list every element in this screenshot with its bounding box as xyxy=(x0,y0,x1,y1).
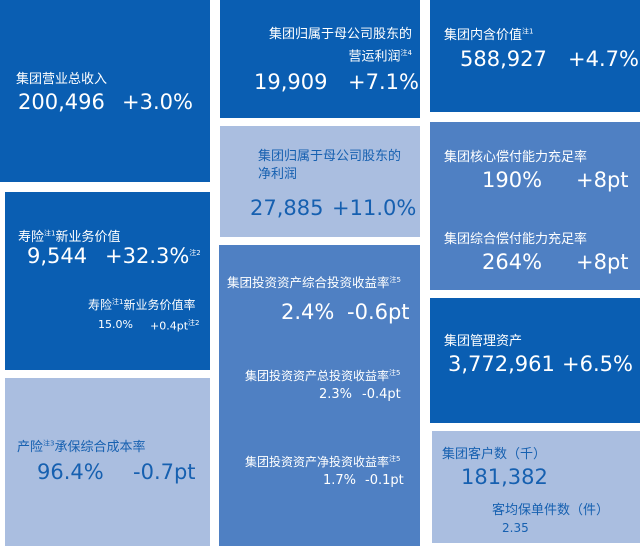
tile-operating-profit: 集团归属于母公司股东的 营运利润注4 19,909 +7.1% xyxy=(220,0,420,118)
ev-value: 588,927 xyxy=(460,47,547,71)
tile-embedded-value: 集团内含价值注1 588,927 +4.7% xyxy=(430,0,640,112)
opprofit-change: +7.1% xyxy=(348,70,419,94)
tile-customers: 集团客户数（千） 181,382 客均保单件数（件） 2.35 xyxy=(432,431,640,543)
nbv-margin-change: +0.4pt注2 xyxy=(150,319,200,333)
tile-net-profit: 集团归属于母公司股东的 净利润 27,885 +11.0% xyxy=(220,126,420,237)
solvency-core-change: +8pt xyxy=(576,168,629,192)
nbv-change: +32.3%注2 xyxy=(105,244,201,268)
aum-value: 3,772,961 xyxy=(448,352,555,376)
invest-label: 集团投资资产综合投资收益率注5 xyxy=(227,275,401,290)
invest-value: 2.4% xyxy=(281,300,335,324)
invest-net-value: 1.7% xyxy=(323,473,357,488)
nbv-label: 寿险注1新业务价值 xyxy=(18,229,121,245)
ratio-value: 96.4% xyxy=(37,460,104,484)
policies-label: 客均保单件数（件） xyxy=(492,503,610,518)
invest-total-value: 2.3% xyxy=(319,387,353,402)
nbv-margin-value: 15.0% xyxy=(98,318,133,331)
ev-label: 集团内含价值注1 xyxy=(444,27,534,43)
ratio-change: -0.7pt xyxy=(133,460,196,484)
tile-solvency: 集团核心偿付能力充足率 190% +8pt 集团综合偿付能力充足率 264% +… xyxy=(430,122,640,290)
policies-value: 2.35 xyxy=(502,521,529,535)
solvency-core-label: 集团核心偿付能力充足率 xyxy=(444,150,588,165)
aum-label: 集团管理资产 xyxy=(444,334,523,349)
solvency-comp-change: +8pt xyxy=(576,250,629,274)
opprofit-value: 19,909 xyxy=(254,70,328,94)
tile-revenue: 集团营业总收入 200,496 +3.0% xyxy=(0,0,210,182)
invest-change: -0.6pt xyxy=(347,300,410,324)
invest-total-label: 集团投资资产总投资收益率注5 xyxy=(245,369,401,383)
tile-investment-yield: 集团投资资产综合投资收益率注5 2.4% -0.6pt 集团投资资产总投资收益率… xyxy=(219,245,420,546)
aum-change: +6.5% xyxy=(562,352,633,376)
tile-combined-ratio: 产险注3承保综合成本率 96.4% -0.7pt xyxy=(5,378,210,546)
revenue-value: 200,496 xyxy=(18,90,105,114)
customers-label: 集团客户数（千） xyxy=(442,447,547,462)
tile-aum: 集团管理资产 3,772,961 +6.5% xyxy=(430,298,640,423)
revenue-change: +3.0% xyxy=(122,90,193,114)
netprofit-change: +11.0% xyxy=(332,196,417,220)
solvency-comp-value: 264% xyxy=(482,250,543,274)
tile-new-business-value: 寿险注1新业务价值 9,544 +32.3%注2 寿险注1新业务价值率 15.0… xyxy=(5,192,210,370)
nbv-value: 9,544 xyxy=(27,244,88,268)
revenue-label: 集团营业总收入 xyxy=(16,72,108,87)
invest-net-label: 集团投资资产净投资收益率注5 xyxy=(245,455,401,469)
opprofit-label: 集团归属于母公司股东的 营运利润注4 xyxy=(268,27,412,65)
netprofit-label: 集团归属于母公司股东的 净利润 xyxy=(258,149,402,182)
nbv-margin-label: 寿险注1新业务价值率 xyxy=(88,298,196,312)
invest-total-change: -0.4pt xyxy=(362,387,401,402)
solvency-comp-label: 集团综合偿付能力充足率 xyxy=(444,232,588,247)
solvency-core-value: 190% xyxy=(482,168,543,192)
ratio-label: 产险注3承保综合成本率 xyxy=(17,439,146,455)
invest-net-change: -0.1pt xyxy=(365,473,404,488)
ev-change: +4.7% xyxy=(568,47,639,71)
customers-value: 181,382 xyxy=(461,465,548,489)
netprofit-value: 27,885 xyxy=(250,196,324,220)
